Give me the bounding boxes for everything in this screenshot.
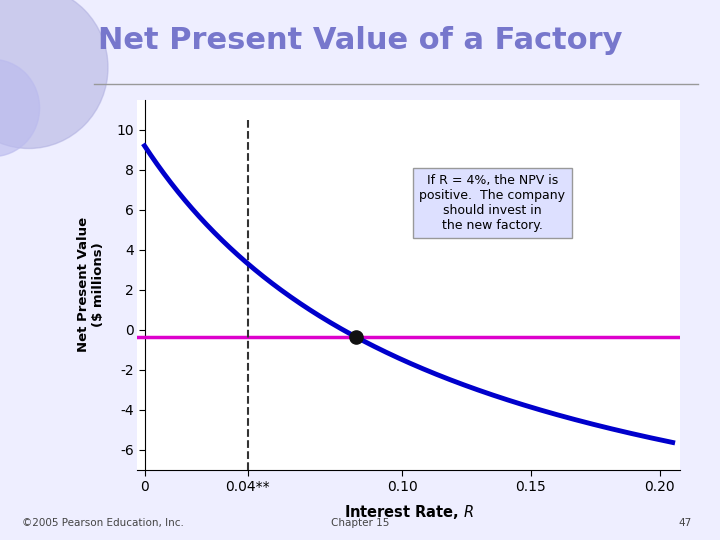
Y-axis label: Net Present Value
($ millions): Net Present Value ($ millions) [77, 217, 105, 353]
Text: Net Present Value of a Factory: Net Present Value of a Factory [98, 26, 622, 55]
Point [350, 333, 361, 341]
Ellipse shape [0, 59, 40, 157]
Text: 47: 47 [678, 518, 691, 528]
Ellipse shape [0, 0, 108, 148]
Text: Chapter 15: Chapter 15 [330, 518, 390, 528]
Text: If R = 4%, the NPV is
positive.  The company
should invest in
the new factory.: If R = 4%, the NPV is positive. The comp… [419, 174, 565, 232]
Text: ©2005 Pearson Education, Inc.: ©2005 Pearson Education, Inc. [22, 518, 184, 528]
X-axis label: Interest Rate, $R$: Interest Rate, $R$ [343, 503, 474, 521]
